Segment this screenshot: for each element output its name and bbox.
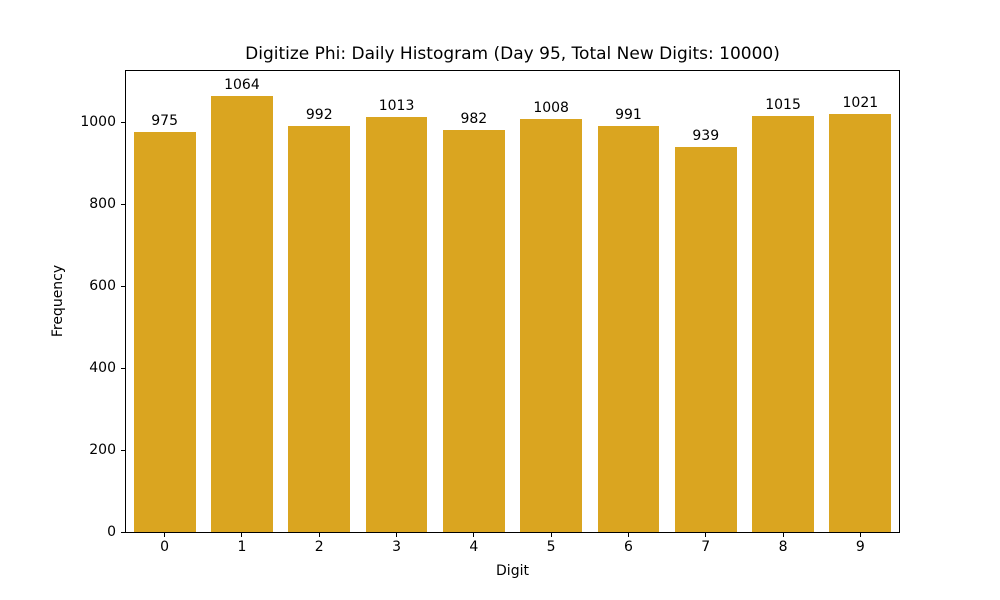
x-tick-mark <box>859 532 861 537</box>
bar-value-label: 939 <box>692 128 720 145</box>
y-tick-mark <box>121 531 126 533</box>
bar-value-label: 991 <box>615 106 642 123</box>
bar <box>752 116 814 532</box>
x-tick-mark <box>164 532 166 537</box>
bar-value-label: 982 <box>460 110 488 127</box>
bar-value-label: 1013 <box>378 97 415 114</box>
x-tick-label: 1 <box>237 539 247 555</box>
x-tick-label: 2 <box>314 539 324 555</box>
y-tick-label: 200 <box>89 442 116 459</box>
x-tick-mark <box>705 532 707 537</box>
bar <box>674 147 737 532</box>
x-tick-mark <box>627 532 629 537</box>
bar <box>211 96 273 532</box>
bar <box>520 118 583 532</box>
y-tick-label: 400 <box>89 360 116 377</box>
x-tick-label: 8 <box>778 539 788 555</box>
x-tick-mark <box>782 532 784 537</box>
bar-value-label: 1015 <box>765 97 801 114</box>
y-tick-label: 600 <box>89 278 116 295</box>
bar-value-label: 1064 <box>224 77 260 93</box>
bar <box>133 132 196 532</box>
x-tick-mark <box>396 532 398 537</box>
bar <box>365 116 428 532</box>
x-tick-mark <box>241 532 243 537</box>
y-tick-mark <box>121 449 126 451</box>
bar <box>288 125 351 532</box>
bar-value-label: 1021 <box>842 94 879 111</box>
y-tick-mark <box>121 121 126 123</box>
chart-title: Digitize Phi: Daily Histogram (Day 95, T… <box>245 44 780 64</box>
x-tick-label: 7 <box>701 539 711 555</box>
y-tick-mark <box>121 367 126 369</box>
plot-area: 975 0 1064 1 992 2 1013 3 982 4 1008 5 991 6 939 7 1015 8… <box>80 70 900 554</box>
x-tick-label: 3 <box>392 539 402 555</box>
x-tick-mark <box>473 532 475 537</box>
y-tick-label: 800 <box>89 196 116 213</box>
y-tick-mark <box>121 285 126 287</box>
bar <box>829 113 892 532</box>
bar <box>442 129 505 532</box>
x-tick-mark <box>550 532 552 537</box>
bar-value-label: 992 <box>305 106 333 123</box>
y-tick-label: 0 <box>107 524 116 540</box>
x-tick-label: 0 <box>160 539 170 555</box>
y-tick-label: 1000 <box>80 114 116 131</box>
x-axis-label: Digit <box>496 563 529 579</box>
bar-value-label: 975 <box>151 113 179 130</box>
bar <box>597 125 660 532</box>
x-tick-label: 4 <box>469 539 479 555</box>
x-tick-label: 6 <box>623 539 633 555</box>
y-tick-mark <box>121 203 126 205</box>
x-tick-mark <box>318 532 320 537</box>
bar-value-label: 1008 <box>533 99 569 116</box>
y-axis-label: Frequency <box>50 264 66 338</box>
x-tick-label: 9 <box>855 539 865 555</box>
x-tick-label: 5 <box>546 539 556 555</box>
